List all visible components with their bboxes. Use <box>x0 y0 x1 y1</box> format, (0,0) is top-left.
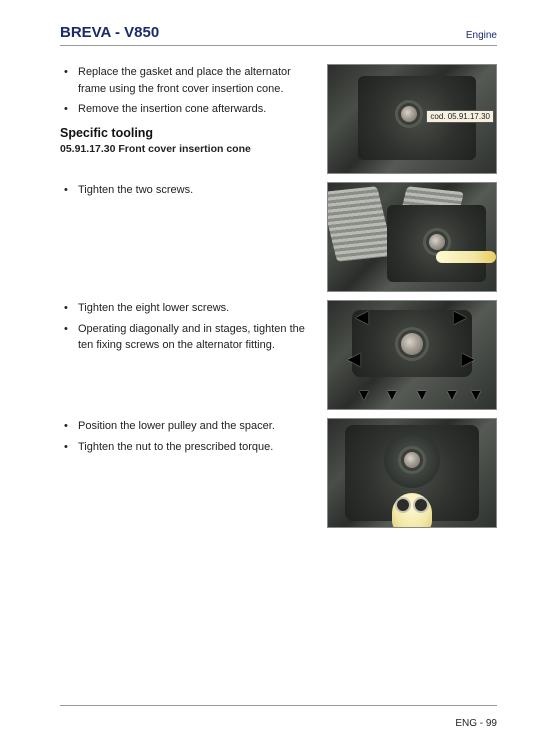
footer-rule <box>60 705 497 706</box>
bullet-item: Position the lower pulley and the spacer… <box>78 418 321 435</box>
bullet-item: Tighten the two screws. <box>78 182 321 199</box>
tool-icon <box>436 251 496 263</box>
step-4-image-col <box>327 418 497 528</box>
step-1-image-col: cod. 05.91.17.30 <box>327 64 497 174</box>
step-2-text: Tighten the two screws. <box>60 182 327 292</box>
part-code-label: cod. 05.91.17.30 <box>426 110 494 123</box>
step-1: Replace the gasket and place the alterna… <box>60 64 497 174</box>
step-4-text: Position the lower pulley and the spacer… <box>60 418 327 528</box>
step-1-text: Replace the gasket and place the alterna… <box>60 64 327 174</box>
arrow-icon: ▼ <box>384 387 400 405</box>
arrow-icon: ▼ <box>414 387 430 405</box>
cylinder-left-icon <box>327 186 394 262</box>
bullet-item: Tighten the nut to the prescribed torque… <box>78 439 321 456</box>
document-title: BREVA - V850 <box>60 24 159 41</box>
engine-photo-4 <box>327 418 497 528</box>
arrow-icon: ▶ <box>462 349 474 369</box>
engine-photo-1: cod. 05.91.17.30 <box>327 64 497 174</box>
arrow-icon: ▼ <box>468 387 484 405</box>
arrow-icon: ◀ <box>348 349 360 369</box>
step-3-text: Tighten the eight lower screws. Operatin… <box>60 300 327 410</box>
step-2-bullets: Tighten the two screws. <box>60 182 321 199</box>
tooling-heading: Specific tooling <box>60 126 321 140</box>
engine-shaft-icon <box>401 333 423 355</box>
bullet-item: Replace the gasket and place the alterna… <box>78 64 321 97</box>
arrow-icon: ▼ <box>356 387 372 405</box>
step-4-bullets: Position the lower pulley and the spacer… <box>60 418 321 455</box>
step-3-image-col: ◀ ▶ ◀ ▶ ▼ ▼ ▼ ▼ ▼ <box>327 300 497 410</box>
step-4: Position the lower pulley and the spacer… <box>60 418 497 528</box>
bullet-item: Operating diagonally and in stages, tigh… <box>78 321 321 354</box>
engine-shaft-icon <box>404 452 420 468</box>
step-2-image-col <box>327 182 497 292</box>
page-header: BREVA - V850 Engine <box>60 24 497 41</box>
bullet-item: Remove the insertion cone afterwards. <box>78 101 321 118</box>
arrow-icon: ▶ <box>454 307 466 327</box>
arrow-icon: ◀ <box>356 307 368 327</box>
engine-photo-3: ◀ ▶ ◀ ▶ ▼ ▼ ▼ ▼ ▼ <box>327 300 497 410</box>
page-number: ENG - 99 <box>455 718 497 729</box>
engine-photo-2 <box>327 182 497 292</box>
nut-icon <box>413 497 429 513</box>
engine-shaft-icon <box>429 234 445 250</box>
page: BREVA - V850 Engine Replace the gasket a… <box>0 0 533 747</box>
engine-shaft-icon <box>401 106 417 122</box>
arrow-icon: ▼ <box>444 387 460 405</box>
bullet-item: Tighten the eight lower screws. <box>78 300 321 317</box>
nuts-icon <box>395 497 429 513</box>
step-3-bullets: Tighten the eight lower screws. Operatin… <box>60 300 321 354</box>
step-1-bullets: Replace the gasket and place the alterna… <box>60 64 321 118</box>
section-label: Engine <box>466 30 497 41</box>
tool-code: 05.91.17.30 Front cover insertion cone <box>60 143 321 155</box>
step-2: Tighten the two screws. <box>60 182 497 292</box>
nut-icon <box>395 497 411 513</box>
step-3: Tighten the eight lower screws. Operatin… <box>60 300 497 410</box>
header-rule <box>60 45 497 46</box>
